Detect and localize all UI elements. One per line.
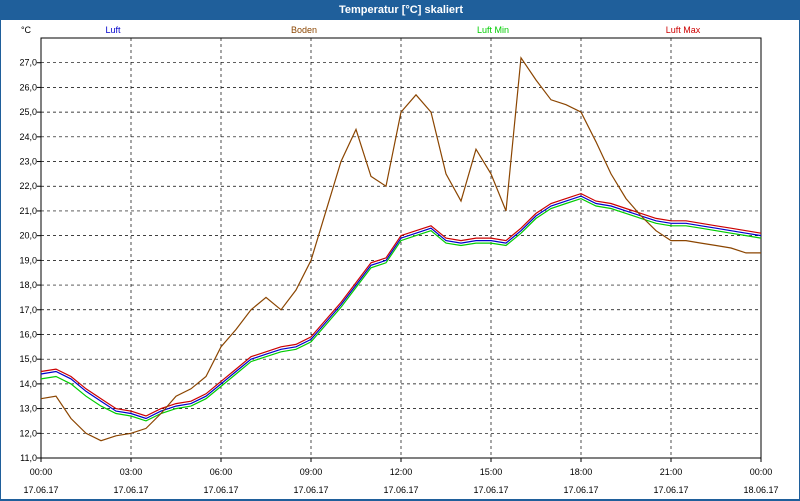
y-tick-label: 13,0 <box>19 404 37 414</box>
y-tick-label: 14,0 <box>19 379 37 389</box>
x-tick-date-label: 17.06.17 <box>563 485 598 495</box>
legend-item: Luft Min <box>477 25 509 35</box>
x-tick-date-label: 17.06.17 <box>23 485 58 495</box>
x-tick-time-label: 21:00 <box>660 467 683 477</box>
chart-title: Temperatur [°C] skaliert <box>1 1 800 20</box>
y-tick-label: 18,0 <box>19 280 37 290</box>
y-tick-label: 22,0 <box>19 181 37 191</box>
y-tick-label: 11,0 <box>20 453 37 463</box>
y-tick-label: 24,0 <box>19 132 37 142</box>
y-tick-label: 25,0 <box>19 107 37 117</box>
x-tick-date-label: 18.06.17 <box>743 485 778 495</box>
series-line <box>40 192 762 417</box>
y-tick-label: 23,0 <box>19 157 37 167</box>
x-tick-date-label: 17.06.17 <box>113 485 148 495</box>
legend-item: Luft Max <box>666 25 701 35</box>
x-tick-time-label: 00:00 <box>30 467 53 477</box>
y-tick-label: 12,0 <box>19 428 37 438</box>
x-tick-time-label: 15:00 <box>480 467 503 477</box>
x-tick-time-label: 18:00 <box>570 467 593 477</box>
x-tick-time-label: 09:00 <box>300 467 323 477</box>
x-tick-date-label: 17.06.17 <box>653 485 688 495</box>
x-tick-time-label: 12:00 <box>390 467 413 477</box>
legend-item: Luft <box>105 25 121 35</box>
y-tick-label: 20,0 <box>19 231 37 241</box>
x-tick-date-label: 17.06.17 <box>383 485 418 495</box>
temperature-chart: 11,0 12,0 13,0 14,0 15,0 16,0 17,0 18,0 19,0 20,0… <box>19 25 778 495</box>
x-tick-date-label: 17.06.17 <box>473 485 508 495</box>
y-tick-label: 21,0 <box>19 206 37 216</box>
y-tick-label: 19,0 <box>19 255 37 265</box>
y-tick-label: 26,0 <box>19 82 37 92</box>
x-tick-time-label: 00:00 <box>750 467 773 477</box>
y-tick-label: 15,0 <box>19 354 37 364</box>
legend-item: Boden <box>291 25 317 35</box>
x-tick-date-label: 17.06.17 <box>293 485 328 495</box>
x-tick-date-label: 17.06.17 <box>203 485 238 495</box>
y-tick-label: 27,0 <box>19 58 37 68</box>
x-tick-time-label: 03:00 <box>120 467 143 477</box>
y-unit-label: °C <box>21 25 32 35</box>
y-tick-label: 17,0 <box>19 305 37 315</box>
x-tick-time-label: 06:00 <box>210 467 233 477</box>
y-tick-label: 16,0 <box>19 329 37 339</box>
series-line <box>40 56 761 442</box>
